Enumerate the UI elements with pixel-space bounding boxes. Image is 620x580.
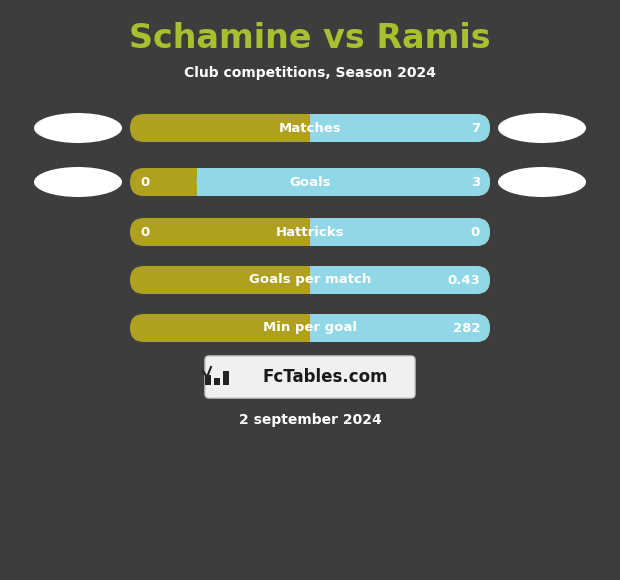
FancyBboxPatch shape <box>310 114 326 142</box>
FancyBboxPatch shape <box>130 218 490 246</box>
FancyBboxPatch shape <box>205 356 415 398</box>
FancyBboxPatch shape <box>197 168 490 196</box>
FancyBboxPatch shape <box>214 378 220 385</box>
Text: Club competitions, Season 2024: Club competitions, Season 2024 <box>184 66 436 80</box>
Ellipse shape <box>498 113 586 143</box>
FancyBboxPatch shape <box>310 114 490 142</box>
FancyBboxPatch shape <box>130 266 490 294</box>
FancyBboxPatch shape <box>130 114 490 142</box>
FancyBboxPatch shape <box>205 375 211 385</box>
Ellipse shape <box>34 167 122 197</box>
Ellipse shape <box>34 113 122 143</box>
FancyBboxPatch shape <box>130 314 490 342</box>
Text: Min per goal: Min per goal <box>263 321 357 335</box>
Text: 282: 282 <box>453 321 480 335</box>
Text: Schamine vs Ramis: Schamine vs Ramis <box>129 21 491 55</box>
Text: Goals per match: Goals per match <box>249 274 371 287</box>
FancyBboxPatch shape <box>223 371 229 385</box>
Text: 0: 0 <box>140 226 149 238</box>
Text: Hattricks: Hattricks <box>276 226 344 238</box>
Text: 0.43: 0.43 <box>447 274 480 287</box>
FancyBboxPatch shape <box>197 168 213 196</box>
FancyBboxPatch shape <box>310 314 326 342</box>
Text: 3: 3 <box>471 176 480 189</box>
Text: FcTables.com: FcTables.com <box>262 368 388 386</box>
Text: 0: 0 <box>471 226 480 238</box>
FancyBboxPatch shape <box>130 168 490 196</box>
Text: 7: 7 <box>471 121 480 135</box>
FancyBboxPatch shape <box>310 218 326 246</box>
FancyBboxPatch shape <box>310 266 490 294</box>
Ellipse shape <box>498 167 586 197</box>
Text: Matches: Matches <box>278 121 342 135</box>
FancyBboxPatch shape <box>310 266 326 294</box>
Text: 0: 0 <box>140 176 149 189</box>
Text: Goals: Goals <box>289 176 331 189</box>
Text: 2 september 2024: 2 september 2024 <box>239 413 381 427</box>
FancyBboxPatch shape <box>310 218 490 246</box>
FancyBboxPatch shape <box>310 314 490 342</box>
